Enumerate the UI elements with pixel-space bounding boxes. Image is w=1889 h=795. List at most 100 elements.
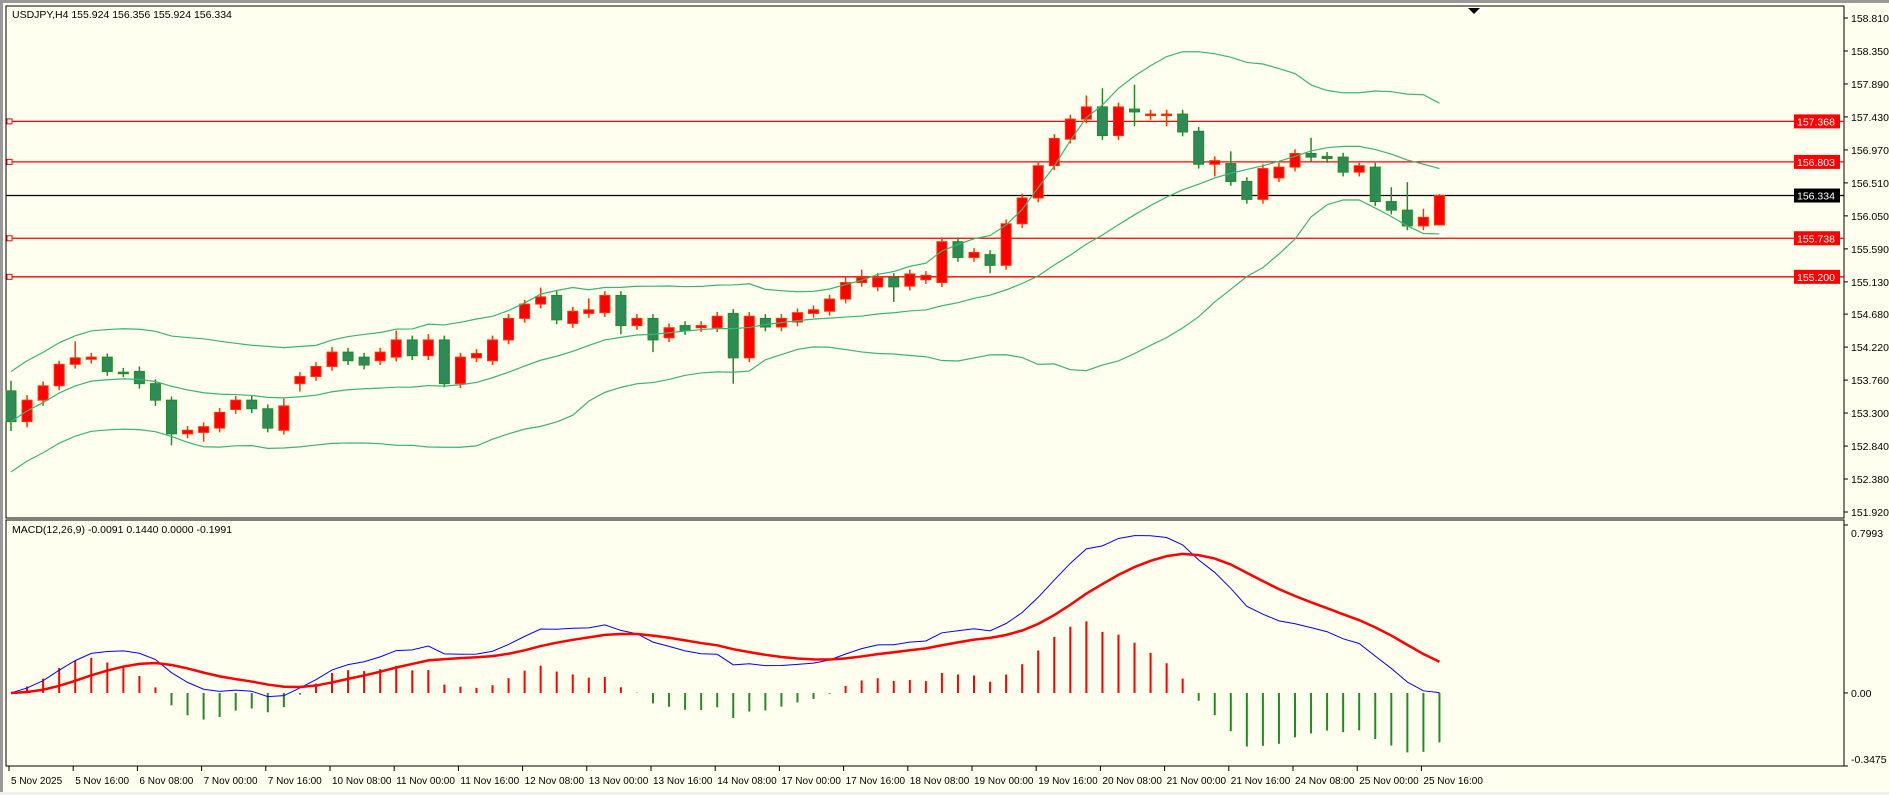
bull-candle[interactable] [470,353,482,359]
bull-candle[interactable] [1257,168,1269,200]
bear-candle[interactable] [246,399,258,410]
bull-candle[interactable] [791,312,803,323]
bull-candle[interactable] [326,351,338,367]
bull-candle[interactable] [374,351,386,362]
bull-candle[interactable] [37,385,49,401]
bear-candle[interactable] [101,356,113,372]
time-tick-label: 5 Nov 16:00 [75,776,129,787]
bull-candle[interactable] [1289,153,1301,168]
level-anchor-handle[interactable] [6,118,13,125]
level-anchor-handle[interactable] [6,273,13,280]
bear-candle[interactable] [679,325,691,332]
bear-candle[interactable] [117,371,129,375]
bull-candle[interactable] [454,356,466,385]
level-price-label: 155.200 [1797,272,1835,284]
bear-candle[interactable] [149,383,161,401]
bull-candle[interactable] [214,411,226,429]
bull-candle[interactable] [53,363,65,387]
bull-candle[interactable] [1145,113,1157,117]
bull-candle[interactable] [1209,160,1221,165]
chart-shift-marker-icon[interactable] [1468,8,1480,14]
time-tick-label: 12 Nov 08:00 [525,776,585,787]
bear-candle[interactable] [551,294,563,321]
bear-candle[interactable] [358,356,370,366]
bull-candle[interactable] [936,241,948,284]
bull-candle[interactable] [85,356,97,360]
bear-candle[interactable] [262,408,274,429]
bull-candle[interactable] [422,339,434,357]
bull-candle[interactable] [487,339,498,362]
bull-candle[interactable] [198,426,210,433]
symbol-header: USDJPY,H4 155.924 156.356 155.924 156.33… [12,9,232,21]
bear-candle[interactable] [647,317,659,341]
bull-candle[interactable] [182,429,194,435]
bear-candle[interactable] [1096,106,1108,137]
bear-candle[interactable] [166,399,177,435]
bull-candle[interactable] [1433,195,1445,226]
macd-main-line [10,535,1440,698]
bull-candle[interactable] [1064,118,1076,140]
bear-candle[interactable] [438,339,450,385]
bear-candle[interactable] [727,312,739,359]
bull-candle[interactable] [1016,197,1028,225]
bear-candle[interactable] [1305,153,1317,158]
bull-candle[interactable] [519,303,531,319]
level-anchor-handle[interactable] [6,158,13,165]
bear-candle[interactable] [759,317,771,328]
bull-candle[interactable] [278,405,290,431]
time-tick-label: 14 Nov 08:00 [717,776,777,787]
bull-candle[interactable] [1417,216,1429,227]
time-tick-label: 13 Nov 16:00 [653,776,713,787]
bollinger-lower-band [10,199,1440,473]
bull-candle[interactable] [872,277,884,288]
bull-candle[interactable] [904,273,916,287]
bear-candle[interactable] [1369,166,1381,203]
bull-candle[interactable] [1000,223,1012,266]
bull-candle[interactable] [631,317,643,327]
bull-candle[interactable] [535,296,547,305]
bear-candle[interactable] [1129,108,1140,113]
price-tick-label: 154.680 [1851,309,1889,321]
bull-candle[interactable] [1353,165,1365,173]
bear-candle[interactable] [1337,156,1349,173]
bull-candle[interactable] [1112,106,1124,137]
bull-candle[interactable] [1161,113,1173,117]
bull-candle[interactable] [294,375,306,385]
bear-candle[interactable] [1177,113,1189,133]
bull-candle[interactable] [743,315,755,359]
bear-candle[interactable] [1241,180,1253,200]
bull-candle[interactable] [599,294,611,314]
bull-candle[interactable] [711,315,723,329]
bear-candle[interactable] [406,339,418,357]
bull-candle[interactable] [583,309,595,314]
bear-candle[interactable] [342,351,354,362]
bear-candle[interactable] [133,370,145,385]
bear-candle[interactable] [1385,201,1397,211]
price-tick-label: 151.920 [1851,507,1889,519]
bull-candle[interactable] [920,274,932,281]
bull-candle[interactable] [808,309,819,314]
bull-candle[interactable] [230,399,242,410]
bear-candle[interactable] [1321,155,1333,160]
bull-candle[interactable] [390,339,402,358]
bull-candle[interactable] [1273,166,1285,179]
bear-candle[interactable] [952,241,964,258]
bear-candle[interactable] [888,277,900,288]
bull-candle[interactable] [503,317,515,341]
level-anchor-handle[interactable] [6,235,13,242]
time-tick-label: 11 Nov 00:00 [396,776,455,787]
bear-candle[interactable] [1193,130,1205,165]
bear-candle[interactable] [5,390,17,423]
bull-candle[interactable] [310,365,322,377]
bull-candle[interactable] [824,298,836,312]
time-tick-label: 7 Nov 00:00 [204,776,258,787]
bull-candle[interactable] [840,282,852,300]
bear-candle[interactable] [984,254,996,266]
bull-candle[interactable] [968,251,980,258]
chart-canvas[interactable]: 158.810 158.350 157.890 157.430 156.970 156.5… [3,3,1889,795]
bull-candle[interactable] [69,357,81,365]
bull-candle[interactable] [695,325,707,329]
bear-candle[interactable] [615,294,627,327]
bull-candle[interactable] [567,310,579,324]
